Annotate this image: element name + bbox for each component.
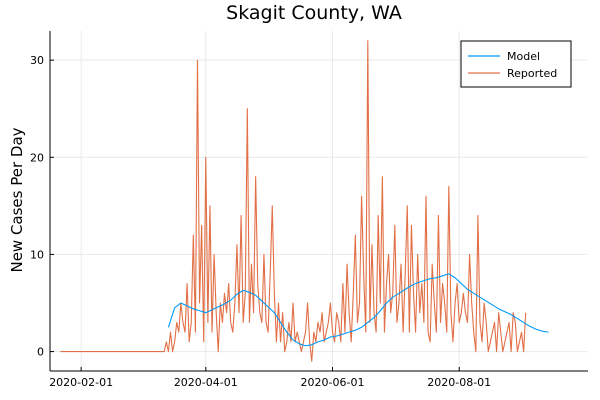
legend-label-model: Model: [507, 50, 540, 63]
x-tick-label: 2020-08-01: [427, 376, 491, 389]
tick-labels: 0 10 20 30 2020-02-01 2020-04-01 2020-06-01 202…: [30, 54, 491, 389]
plot-series: [60, 40, 549, 362]
x-tick-label: 2020-06-01: [301, 376, 365, 389]
x-tick-label: 2020-04-01: [174, 376, 238, 389]
legend: Model Reported: [460, 40, 572, 88]
legend-box: [460, 40, 572, 88]
y-tick-label: 10: [30, 248, 44, 261]
chart-title: Skagit County, WA: [226, 2, 402, 24]
series-line-model: [167, 273, 549, 347]
y-tick-label: 30: [30, 54, 44, 67]
y-tick-label: 0: [37, 346, 44, 359]
legend-label-reported: Reported: [507, 67, 557, 80]
y-tick-label: 20: [30, 151, 44, 164]
axes: [49, 31, 588, 372]
y-axis-label: New Cases Per Day: [8, 127, 26, 272]
x-tick-label: 2020-02-01: [49, 376, 113, 389]
series-line-reported: [60, 40, 527, 362]
